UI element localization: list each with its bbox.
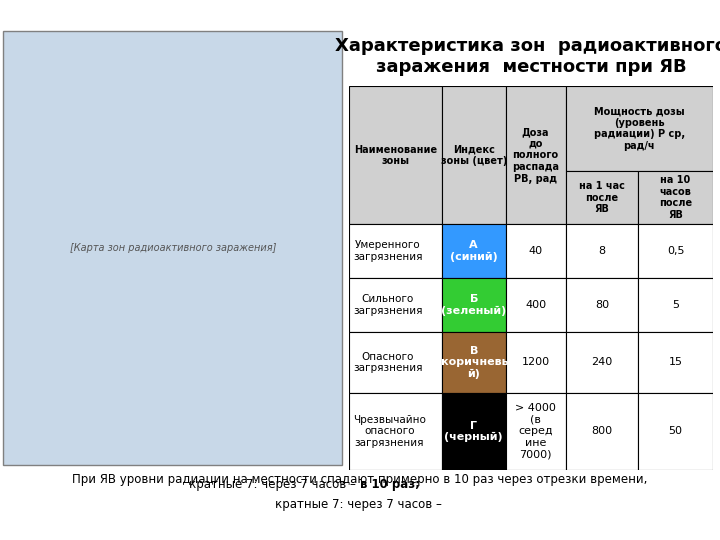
Text: 40: 40	[528, 246, 543, 256]
FancyBboxPatch shape	[4, 31, 342, 465]
Text: кратные 7: через 7 часов –: кратные 7: через 7 часов –	[189, 478, 360, 491]
Text: 15: 15	[669, 357, 683, 367]
Text: 400: 400	[525, 300, 546, 310]
Bar	[349, 86, 442, 225]
Bar	[565, 86, 713, 171]
Text: Характеристика зон  радиоактивного
заражения  местности при ЯВ: Характеристика зон радиоактивного зараже…	[335, 37, 720, 76]
Bar	[505, 225, 565, 278]
Bar	[349, 332, 442, 393]
Bar	[638, 393, 713, 470]
Text: на 10
часов
после
ЯВ: на 10 часов после ЯВ	[659, 175, 692, 220]
Text: При ЯВ уровни радиации на местности спадают примерно в 10 раз через отрезки врем: При ЯВ уровни радиации на местности спад…	[72, 473, 648, 487]
Bar	[349, 278, 442, 332]
Text: Наименование
зоны: Наименование зоны	[354, 145, 437, 166]
Text: 50: 50	[669, 427, 683, 436]
Bar	[638, 278, 713, 332]
Bar	[349, 225, 442, 278]
Text: Г
(черный): Г (черный)	[444, 421, 503, 442]
Bar	[505, 278, 565, 332]
Text: А
(синий): А (синий)	[450, 240, 498, 262]
Bar	[565, 332, 638, 393]
Text: кратные 7: через 7 часов –: кратные 7: через 7 часов –	[275, 498, 445, 511]
Bar	[442, 225, 505, 278]
Text: 5: 5	[672, 300, 679, 310]
Text: > 4000
(в
серед
ине
7000): > 4000 (в серед ине 7000)	[515, 403, 556, 460]
Text: на 1 час
после
ЯВ: на 1 час после ЯВ	[579, 181, 625, 214]
Text: 240: 240	[591, 357, 613, 367]
Text: Умеренного
загрязнения: Умеренного загрязнения	[353, 240, 423, 262]
Bar	[565, 393, 638, 470]
Bar	[505, 393, 565, 470]
Bar	[505, 86, 565, 225]
Bar	[638, 225, 713, 278]
Text: В
(коричневы
й): В (коричневы й)	[436, 346, 511, 379]
Bar	[565, 225, 638, 278]
Text: [Карта зон радиоактивного заражения]: [Карта зон радиоактивного заражения]	[70, 244, 276, 253]
Text: Сильного
загрязнения: Сильного загрязнения	[353, 294, 423, 316]
Bar	[565, 278, 638, 332]
Bar	[638, 332, 713, 393]
Text: Индекс
зоны (цвет): Индекс зоны (цвет)	[441, 145, 507, 166]
Text: 1200: 1200	[521, 357, 549, 367]
Bar	[442, 332, 505, 393]
Text: 8: 8	[598, 246, 606, 256]
Text: Мощность дозы
(уровень
радиации) Р ср,
рад/ч: Мощность дозы (уровень радиации) Р ср, р…	[593, 106, 685, 151]
Text: Опасного
загрязнения: Опасного загрязнения	[353, 352, 423, 373]
Bar	[638, 171, 713, 225]
Bar	[565, 171, 638, 225]
Bar	[442, 393, 505, 470]
Bar	[349, 393, 442, 470]
Text: Б
(зеленый): Б (зеленый)	[441, 294, 506, 316]
Text: 800: 800	[591, 427, 613, 436]
Text: 0,5: 0,5	[667, 246, 684, 256]
Bar	[442, 86, 505, 225]
Text: в 10 раз;: в 10 раз;	[360, 478, 420, 491]
Text: 80: 80	[595, 300, 609, 310]
Bar	[505, 332, 565, 393]
Text: Чрезвычайно
опасного
загрязнения: Чрезвычайно опасного загрязнения	[353, 415, 426, 448]
Text: Доза
до
полного
распада
РВ, рад: Доза до полного распада РВ, рад	[512, 127, 559, 184]
Bar	[442, 278, 505, 332]
